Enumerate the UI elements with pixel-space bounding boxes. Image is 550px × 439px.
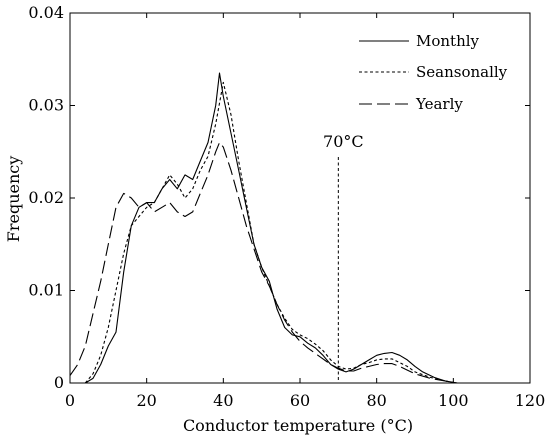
y-tick-label: 0.04 [28,3,64,22]
x-tick-label: 120 [515,391,546,410]
y-tick-label: 0.02 [28,188,64,207]
axis-ticks: 0 20 40 60 80 100 120 0 0.01 0.02 0.03 0.04 [28,3,545,410]
legend-label-yearly: Yearly [415,95,463,113]
annotation-layer: 70°C [323,132,364,383]
x-tick-label: 100 [438,391,469,410]
y-tick-label: 0.01 [28,281,64,300]
x-tick-label: 20 [136,391,156,410]
series-line-monthly [85,72,458,384]
series-line-seansonally [84,81,458,384]
threshold-label: 70°C [323,132,364,151]
x-tick-label: 80 [366,391,386,410]
x-tick-label: 60 [290,391,310,410]
x-tick-label: 0 [65,391,75,410]
y-axis-label: Frequency [4,156,23,243]
legend-label-monthly: Monthly [416,32,480,50]
legend: Monthly Seansonally Yearly [359,32,508,113]
series-layer [69,72,458,384]
x-axis-label: Conductor temperature (°C) [183,416,413,435]
y-tick-label: 0 [54,373,64,392]
legend-label-seansonally: Seansonally [416,63,508,81]
y-tick-label: 0.03 [28,96,64,115]
x-tick-label: 40 [213,391,233,410]
series-line-yearly [69,141,458,384]
